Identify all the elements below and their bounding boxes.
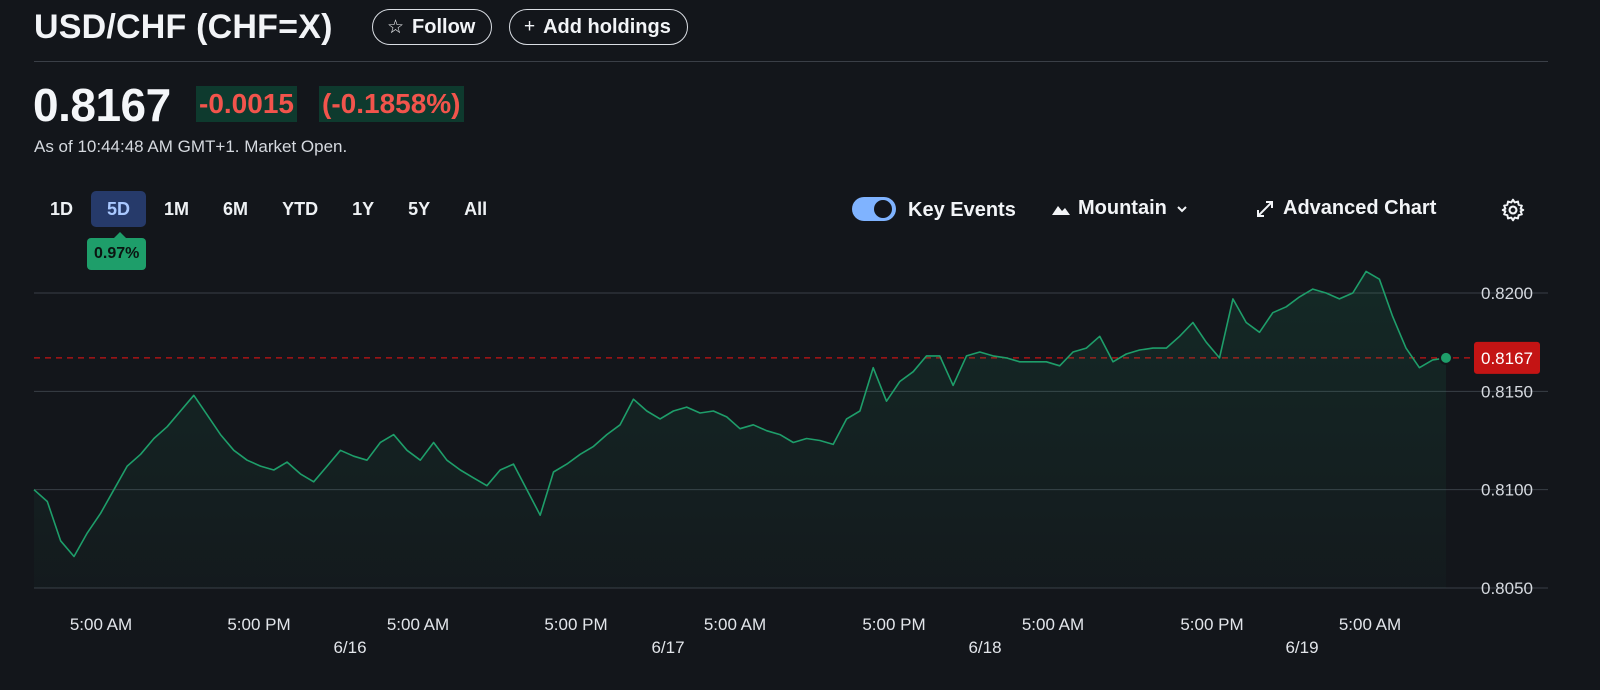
range-change-badge: 0.97% (87, 232, 147, 270)
current-price-dot (1439, 350, 1453, 365)
range-5y[interactable]: 5Y (408, 199, 431, 219)
key-events-toggle[interactable] (852, 197, 896, 221)
price-change-percent: (-0.1858%) (319, 86, 464, 122)
as-of-timestamp: As of 10:44:48 AM GMT+1. Market Open. (34, 137, 348, 156)
x-date-label: 6/19 (1285, 638, 1318, 657)
expand-icon (1257, 200, 1273, 217)
follow-button[interactable]: ☆ Follow (372, 9, 493, 45)
header-divider (34, 61, 1548, 62)
series-line (33, 270, 1447, 558)
chevron-down-icon (1177, 205, 1187, 212)
range-1y[interactable]: 1Y (352, 199, 375, 219)
price-change: -0.0015 (196, 86, 297, 122)
add-holdings-label: Add holdings (543, 15, 671, 38)
gear-icon[interactable] (1500, 197, 1526, 223)
star-icon: ☆ (387, 16, 405, 38)
range-5d[interactable]: 5D (91, 191, 147, 227)
range-all[interactable]: All (464, 199, 488, 219)
y-tick-label: 0.8050 (1481, 579, 1533, 598)
advanced-chart-label: Advanced Chart (1283, 197, 1437, 219)
x-time-label: 5:00 PM (1180, 615, 1243, 634)
x-time-label: 5:00 AM (1339, 615, 1401, 634)
x-time-label: 5:00 AM (1022, 615, 1084, 634)
y-tick-label: 0.8200 (1481, 284, 1533, 303)
x-time-label: 5:00 AM (387, 615, 449, 634)
x-time-label: 5:00 PM (227, 615, 290, 634)
current-price-tag (1474, 341, 1540, 374)
page-title: USD/CHF (CHF=X) (34, 8, 333, 46)
toggle-knob (874, 200, 892, 218)
x-date-label: 6/17 (651, 638, 684, 657)
add-holdings-button[interactable]: + Add holdings (509, 9, 688, 45)
x-time-label: 5:00 PM (862, 615, 925, 634)
x-date-label: 6/18 (968, 638, 1001, 657)
x-date-label: 6/16 (333, 638, 366, 657)
x-time-label: 5:00 AM (70, 615, 132, 634)
range-1d[interactable]: 1D (50, 199, 74, 219)
range-selector: 1D 5D 1M 6M YTD 1Y 5Y All (34, 191, 505, 227)
range-1m[interactable]: 1M (164, 199, 190, 219)
chart-type-dropdown[interactable]: Mountain (1052, 197, 1189, 220)
range-6m[interactable]: 6M (223, 199, 249, 219)
series-area (34, 271, 1446, 588)
current-price: 0.8167 (33, 79, 171, 131)
follow-label: Follow (412, 15, 476, 38)
key-events-label: Key Events (908, 199, 1016, 221)
y-tick-label: 0.8150 (1481, 382, 1533, 401)
x-time-label: 5:00 AM (704, 615, 766, 634)
chart-type-label: Mountain (1078, 197, 1167, 219)
current-price-tag-label: 0.8167 (1481, 349, 1533, 368)
y-tick-label: 0.8100 (1481, 481, 1533, 500)
mountain-icon (1052, 205, 1070, 215)
advanced-chart-button[interactable]: Advanced Chart (1255, 197, 1436, 220)
range-ytd[interactable]: YTD (282, 199, 319, 219)
plus-icon: + (524, 16, 536, 37)
x-time-label: 5:00 PM (544, 615, 607, 634)
